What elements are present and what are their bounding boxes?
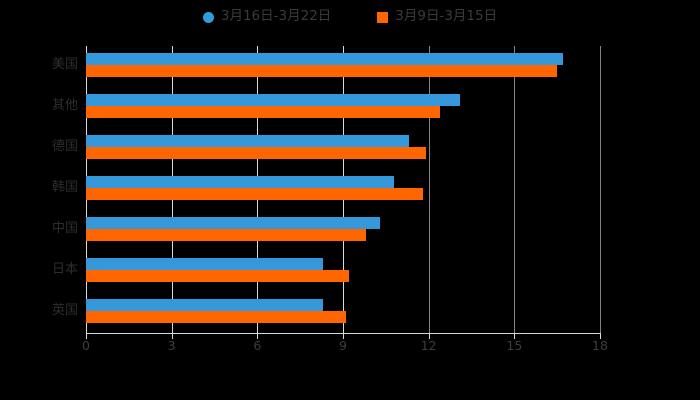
category-label-中国: 中国 (51, 220, 78, 236)
x-tick-label-9: 9 (339, 338, 347, 353)
x-tick-mark-0 (86, 334, 87, 339)
bar-中国-series-0[interactable] (86, 216, 381, 229)
category-label-美国: 美国 (51, 56, 78, 72)
x-tick-mark-18 (600, 334, 601, 339)
legend-item-series-0[interactable]: 3月16日-3月22日 (202, 8, 332, 25)
gridline-x-15 (514, 46, 516, 333)
x-tick-mark-15 (514, 334, 516, 339)
bar-韩国-series-1[interactable] (86, 187, 423, 200)
legend-circle-marker-icon (202, 11, 214, 23)
x-tick-label-6: 6 (253, 338, 262, 353)
gridline-x-12 (428, 46, 430, 333)
bar-德国-series-0[interactable] (86, 134, 409, 147)
category-label-英国: 英国 (51, 302, 78, 318)
category-label-日本: 日本 (51, 261, 78, 277)
bar-英国-series-0[interactable] (86, 298, 323, 311)
x-tick-label-12: 12 (420, 338, 437, 353)
bar-中国-series-1[interactable] (86, 228, 366, 241)
category-label-韩国: 韩国 (51, 179, 78, 195)
bar-日本-series-1[interactable] (86, 269, 349, 282)
bar-美国-series-1[interactable] (86, 64, 558, 77)
bar-英国-series-1[interactable] (86, 310, 346, 323)
legend-label-series-1: 3月9日-3月15日 (395, 8, 498, 25)
x-tick-mark-9 (343, 334, 344, 339)
x-tick-label-15: 15 (506, 338, 523, 353)
legend-label-series-0: 3月16日-3月22日 (220, 8, 332, 25)
x-tick-mark-3 (171, 334, 173, 339)
bar-其他-series-1[interactable] (86, 105, 441, 118)
category-label-其他: 其他 (51, 97, 78, 113)
bar-其他-series-0[interactable] (86, 93, 461, 106)
bar-日本-series-0[interactable] (86, 257, 323, 270)
x-tick-mark-6 (257, 334, 259, 339)
chart-legend: 3月16日-3月22日 3月9日-3月15日 (0, 6, 700, 28)
bar-美国-series-0[interactable] (86, 52, 563, 65)
bar-韩国-series-0[interactable] (86, 175, 395, 188)
legend-item-series-1[interactable]: 3月9日-3月15日 (377, 10, 497, 24)
legend-square-marker-icon (377, 11, 389, 23)
gridline-x-18 (600, 46, 601, 333)
plot-area (86, 46, 601, 333)
category-label-德国: 德国 (51, 138, 78, 154)
bar-德国-series-1[interactable] (86, 146, 426, 159)
x-tick-label-18: 18 (592, 338, 608, 353)
x-tick-label-3: 3 (167, 338, 176, 353)
x-tick-label-0: 0 (82, 338, 90, 353)
x-tick-mark-12 (428, 334, 430, 339)
x-axis-line (86, 333, 601, 334)
